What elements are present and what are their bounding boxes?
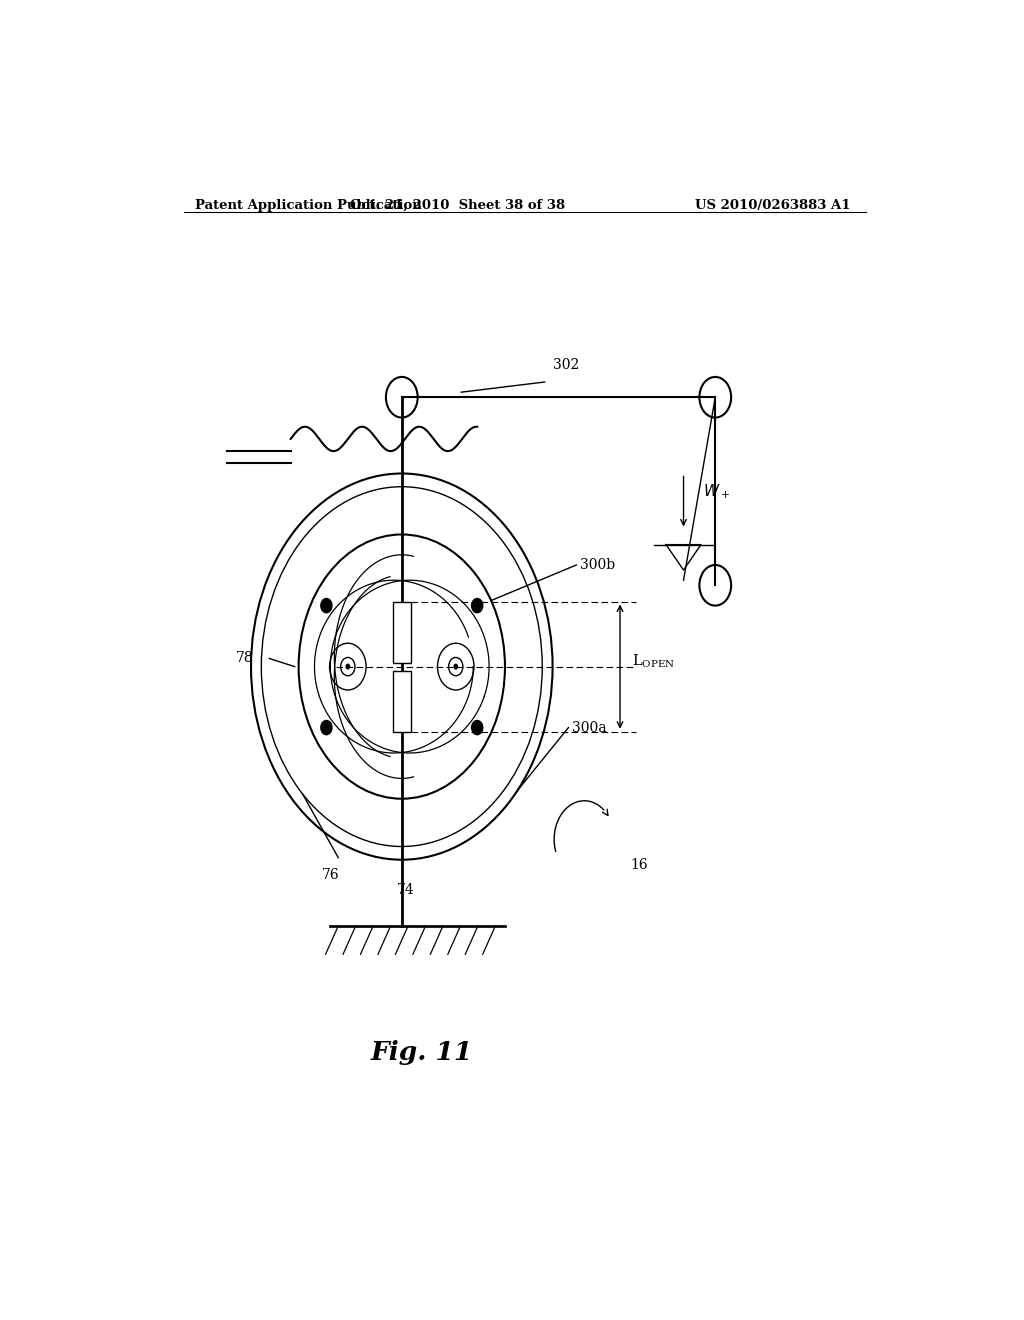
Circle shape bbox=[472, 721, 482, 735]
Text: US 2010/0263883 A1: US 2010/0263883 A1 bbox=[694, 199, 850, 213]
Text: Patent Application Publication: Patent Application Publication bbox=[196, 199, 422, 213]
Text: 76: 76 bbox=[322, 867, 339, 882]
Text: Fig. 11: Fig. 11 bbox=[371, 1040, 473, 1065]
Circle shape bbox=[345, 664, 350, 669]
Text: $\mathregular{L_{OPEN}}$: $\mathregular{L_{OPEN}}$ bbox=[632, 653, 675, 671]
Circle shape bbox=[321, 721, 332, 735]
Circle shape bbox=[321, 598, 332, 612]
Circle shape bbox=[472, 598, 482, 612]
Text: 300b: 300b bbox=[581, 558, 615, 572]
Text: 74: 74 bbox=[397, 883, 415, 898]
Text: 302: 302 bbox=[553, 358, 579, 372]
Bar bbox=[393, 602, 411, 663]
Bar bbox=[393, 671, 411, 731]
Text: 300a: 300a bbox=[572, 721, 607, 735]
Text: 16: 16 bbox=[631, 858, 648, 871]
Text: 78: 78 bbox=[236, 652, 253, 665]
Circle shape bbox=[454, 664, 458, 669]
Text: Oct. 21, 2010  Sheet 38 of 38: Oct. 21, 2010 Sheet 38 of 38 bbox=[350, 199, 565, 213]
Text: $W_+$: $W_+$ bbox=[703, 482, 730, 500]
